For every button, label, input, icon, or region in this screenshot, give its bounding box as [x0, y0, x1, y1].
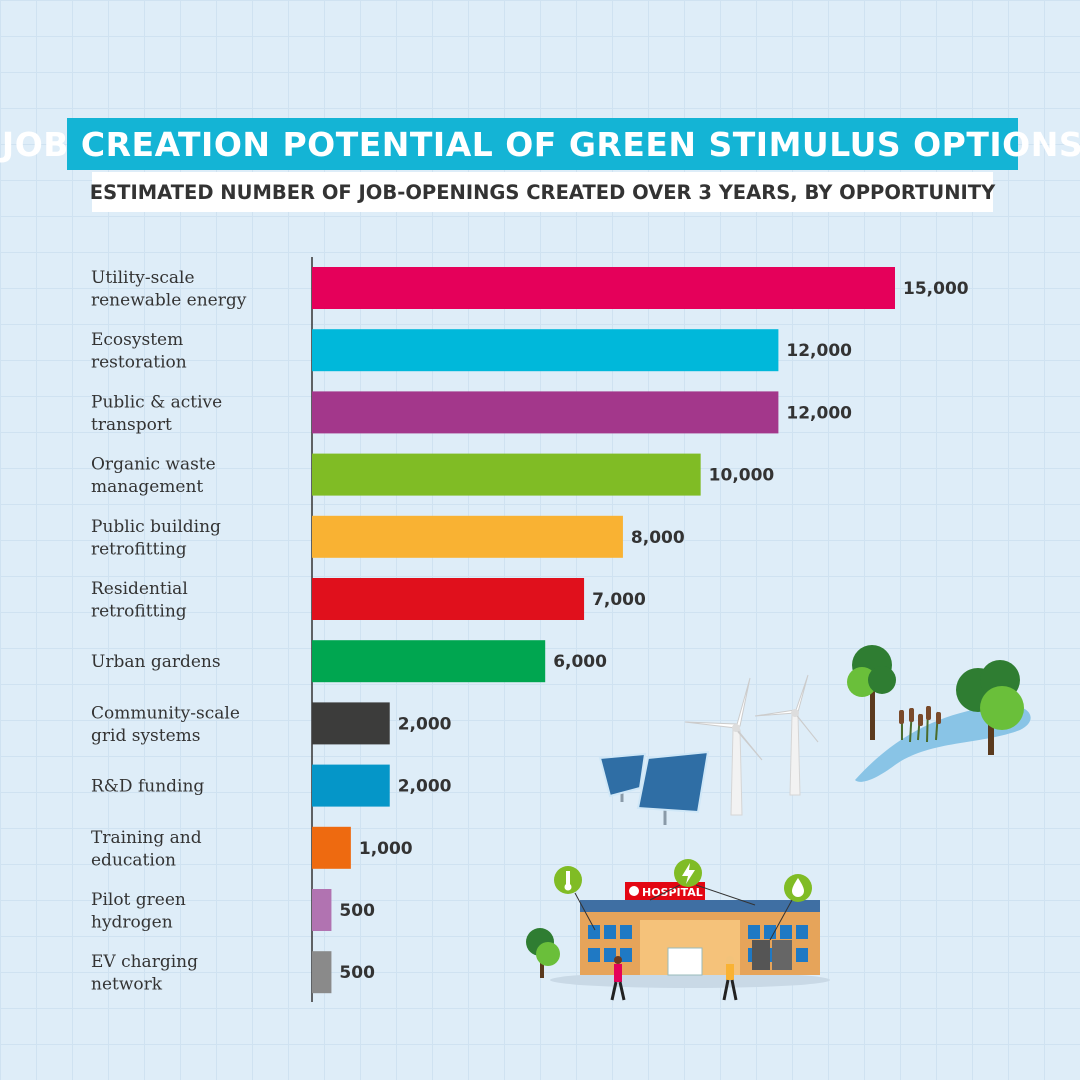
bar-value-label: 10,000 [709, 466, 775, 486]
category-label: EV charging [91, 952, 198, 972]
category-label: Residential [91, 579, 188, 599]
title-banner: JOB CREATION POTENTIAL OF GREEN STIMULUS… [2, 118, 1080, 170]
category-label: grid systems [91, 726, 201, 746]
category-label: transport [91, 415, 172, 435]
chart-subtitle: ESTIMATED NUMBER OF JOB-OPENINGS CREATED… [89, 180, 996, 204]
category-label: Organic waste [91, 455, 216, 475]
reed-heads [899, 706, 941, 726]
category-label: Pilot green [91, 890, 186, 910]
green-infrastructure-illustration: HOSPITAL [526, 645, 1031, 1001]
bar [312, 515, 623, 558]
bar [312, 951, 332, 994]
bar-value-label: 15,000 [903, 279, 969, 299]
category-label: management [91, 477, 203, 497]
category-label: Community-scale [91, 703, 240, 723]
bar [312, 702, 390, 745]
river-shape [855, 704, 1031, 782]
bar-value-label: 2,000 [398, 777, 452, 797]
category-label: retrofitting [91, 539, 187, 559]
category-label: renewable energy [91, 291, 247, 311]
category-label: Public & active [91, 392, 222, 412]
connector-lines [574, 884, 793, 941]
bar [312, 889, 332, 931]
bar [312, 267, 895, 309]
bar-value-label: 6,000 [553, 652, 607, 672]
category-label: Urban gardens [91, 652, 221, 672]
category-label: Ecosystem [91, 330, 183, 350]
bar-value-label: 500 [339, 901, 375, 921]
water-drop-icon [784, 874, 812, 902]
hospital-building-icon: HOSPITAL [550, 882, 830, 988]
tree-icon [847, 645, 896, 740]
bar-value-label: 7,000 [592, 590, 646, 610]
subtitle-banner: ESTIMATED NUMBER OF JOB-OPENINGS CREATED… [89, 172, 996, 212]
bar-value-label: 12,000 [786, 403, 852, 423]
tree-icon [956, 660, 1024, 755]
bar-value-label: 12,000 [786, 341, 852, 361]
category-label: Public building [91, 517, 221, 537]
bar [312, 578, 585, 620]
lightning-icon [674, 859, 702, 887]
category-label: R&D funding [91, 777, 204, 797]
bar-value-label: 1,000 [359, 839, 413, 859]
bar-value-label: 8,000 [631, 528, 685, 548]
person-icon [722, 956, 738, 1001]
category-label: network [91, 975, 163, 995]
thermometer-icon [554, 866, 582, 894]
bar [312, 391, 779, 434]
bar [312, 640, 546, 683]
solar-panel-icon [636, 750, 710, 825]
bar [312, 826, 351, 869]
solar-panel-icon [598, 752, 647, 802]
bar-value-label: 500 [339, 963, 375, 983]
category-label: education [91, 850, 176, 870]
bar [312, 329, 779, 372]
person-icon [610, 956, 626, 1001]
category-label: Utility-scale [91, 268, 195, 288]
bar-value-label: 2,000 [398, 714, 452, 734]
bar [312, 453, 701, 496]
category-label: Training and [91, 828, 202, 848]
wind-turbine-icon [754, 674, 819, 796]
bar [312, 764, 390, 807]
category-label: retrofitting [91, 602, 187, 622]
category-label: restoration [91, 353, 187, 373]
category-label: hydrogen [91, 913, 173, 933]
hospital-sign: HOSPITAL [642, 886, 703, 899]
wind-turbine-icon [684, 677, 763, 816]
tree-icon [526, 928, 560, 978]
chart-title: JOB CREATION POTENTIAL OF GREEN STIMULUS… [1, 124, 1080, 164]
